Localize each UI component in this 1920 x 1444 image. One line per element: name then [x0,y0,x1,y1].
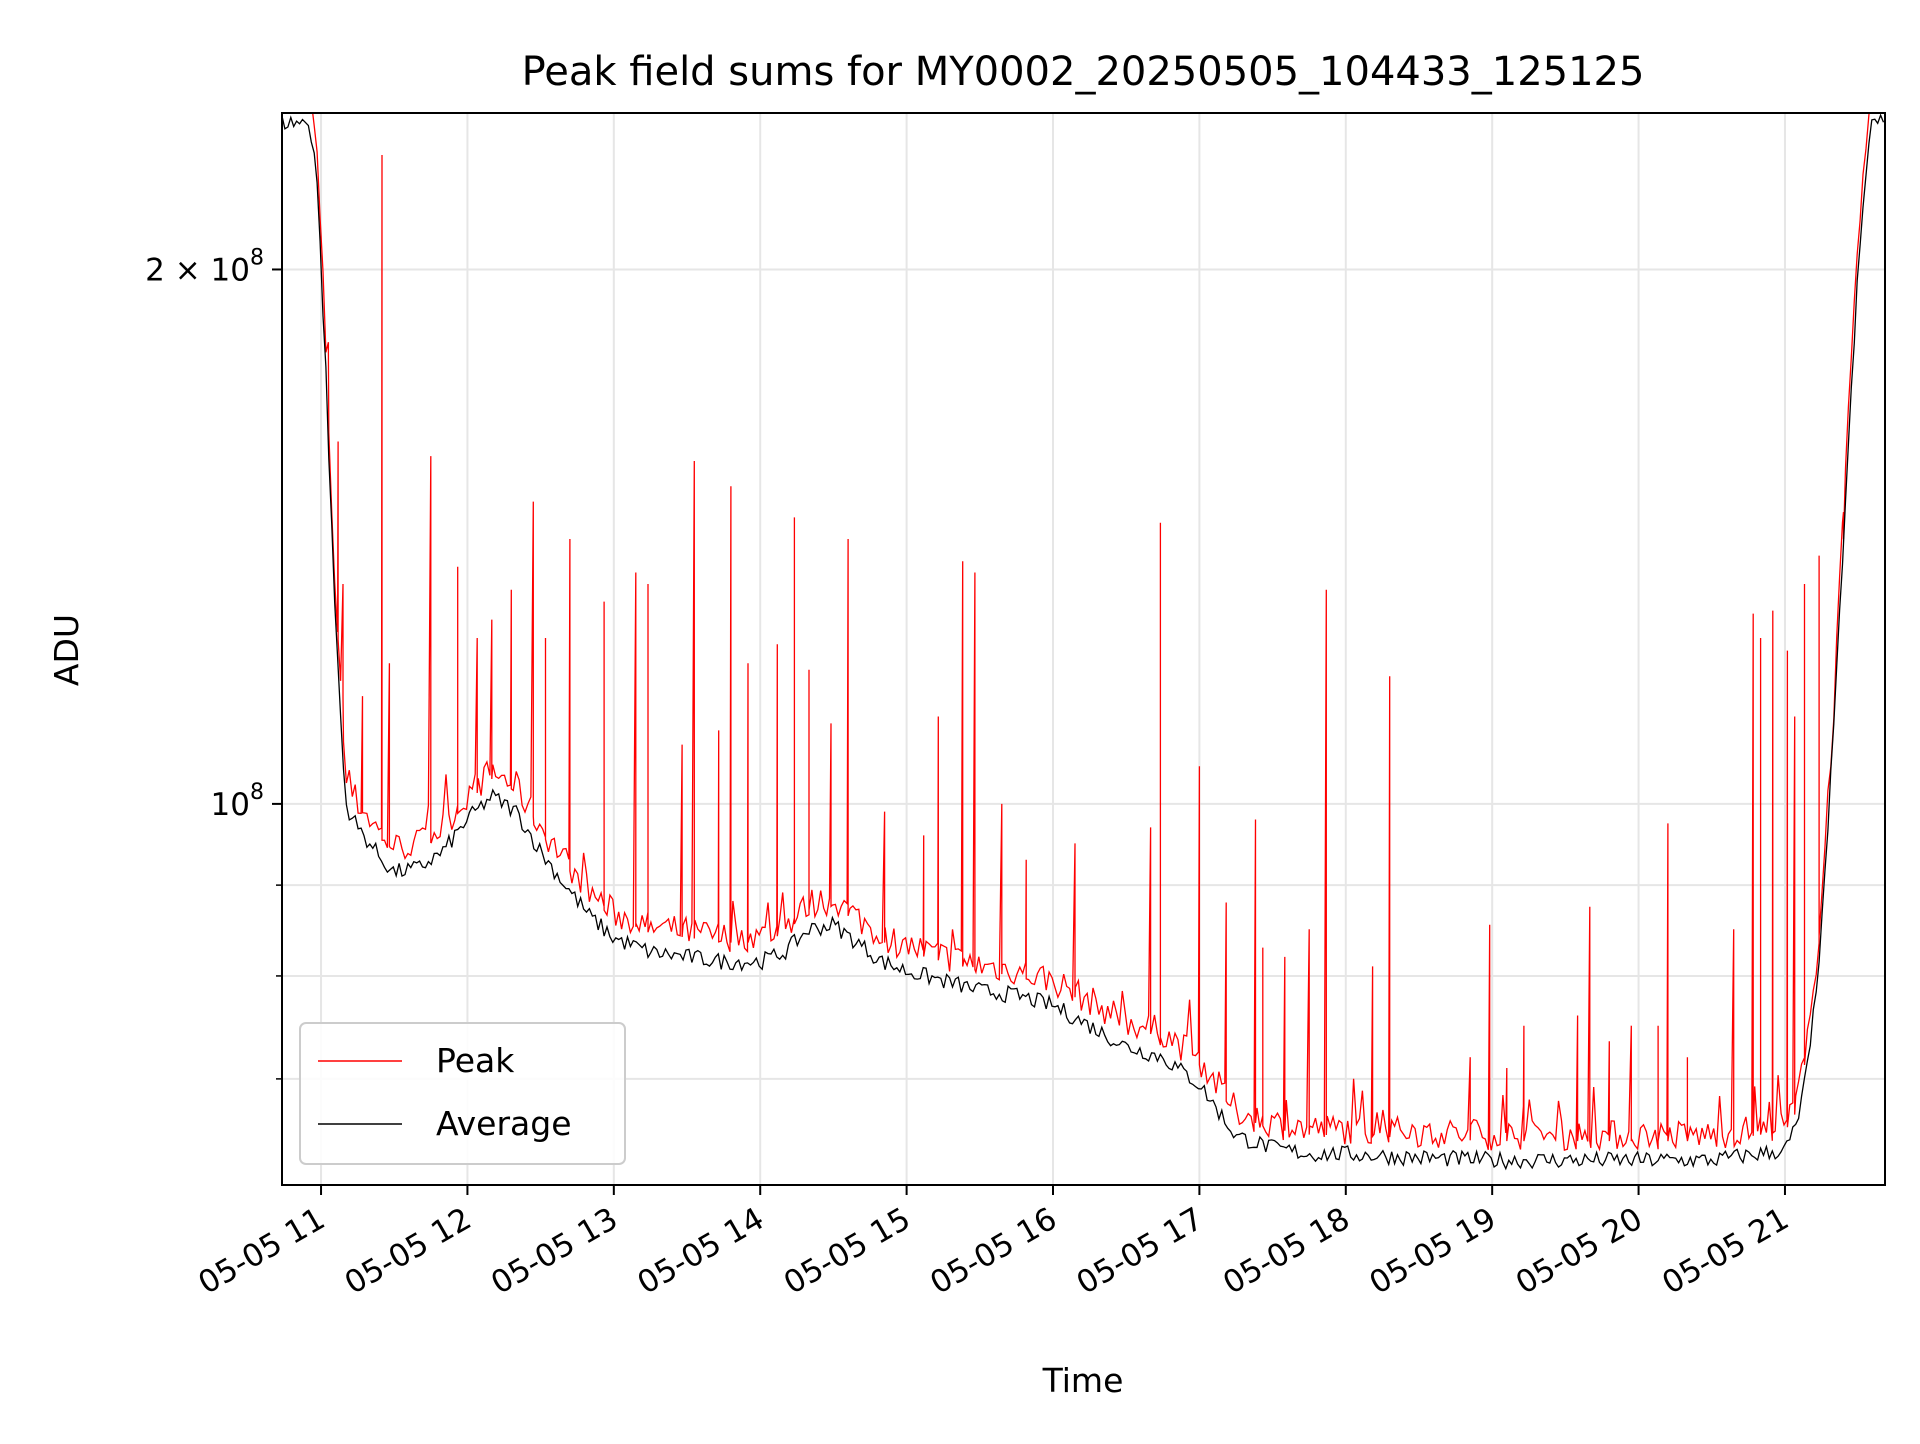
x-tick-label: 05-05 11 [192,1201,331,1302]
x-tick-label: 05-05 16 [924,1201,1063,1302]
y-axis: 108 2 × 108 [145,245,282,1080]
x-tick-label: 05-05 19 [1363,1201,1502,1302]
plot-area [282,113,1885,1171]
x-tick-label: 05-05 12 [339,1201,478,1302]
series-line-peak [312,113,1870,1152]
y-tick-label: 108 [211,780,264,823]
y-tick-label: 2 × 108 [145,245,264,288]
x-tick-label: 05-05 20 [1510,1201,1649,1302]
x-axis-title: Time [1042,1361,1124,1400]
legend-box [299,1022,626,1165]
legend[interactable]: Peak Average [299,1022,626,1165]
series-line-average [282,113,1885,1171]
legend-label-peak: Peak [436,1041,515,1080]
chart-title: Peak field sums for MY0002_20250505_1044… [522,49,1645,95]
x-axis: 05-05 11 05-05 12 05-05 13 05-05 14 05-05 15… [192,1185,1795,1302]
legend-label-average: Average [436,1104,572,1143]
x-tick-label: 05-05 13 [485,1201,624,1302]
x-tick-label: 05-05 15 [778,1201,917,1302]
x-tick-label: 05-05 18 [1217,1201,1356,1302]
axes-frame [281,112,1886,1186]
x-tick-label: 05-05 21 [1656,1201,1795,1302]
x-tick-label: 05-05 17 [1071,1201,1210,1302]
x-tick-label: 05-05 14 [632,1201,771,1302]
y-axis-title: ADU [47,614,86,686]
